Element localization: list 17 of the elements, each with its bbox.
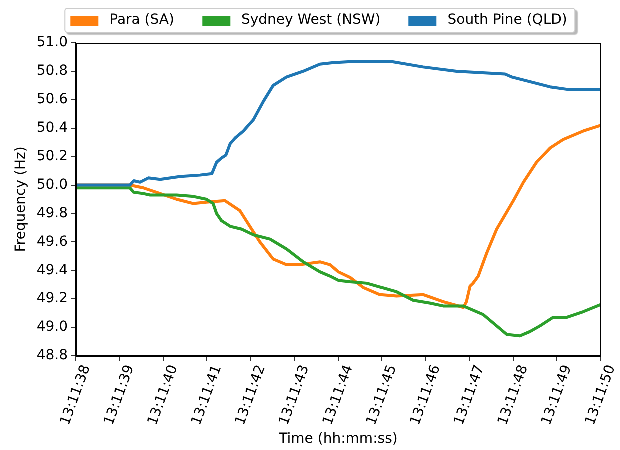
y-tick-label: 49.8 [36,205,68,222]
legend-label: Para (SA) [110,12,174,29]
legend-label: South Pine (QLD) [448,12,568,29]
y-tick-label: 51.0 [36,34,68,51]
y-tick-label: 50.0 [36,176,68,193]
y-tick-label: 49.4 [36,262,68,278]
y-axis-title: Frequency (Hz) [13,146,30,252]
legend-label: Sydney West (NSW) [241,12,381,29]
y-tick-label: 50.4 [36,120,68,136]
y-tick-label: 49.6 [36,234,68,250]
y-tick-label: 50.6 [36,92,68,108]
y-tick-label: 50.2 [36,148,68,164]
y-tick-label: 49.0 [36,319,68,336]
y-tick-label: 50.8 [36,63,68,80]
y-tick-label: 49.2 [36,290,68,307]
x-axis-title: Time (hh:mm:ss) [278,431,398,448]
y-tick-label: 48.8 [36,348,68,364]
